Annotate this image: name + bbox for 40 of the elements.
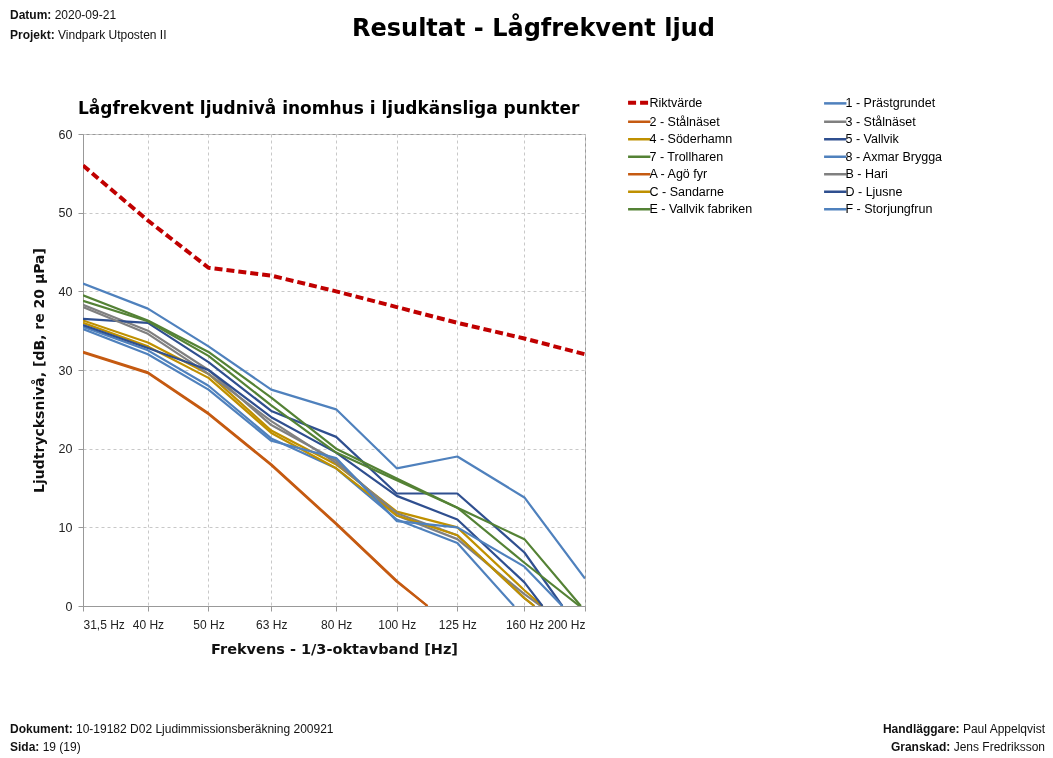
legend-label: F - Storjungfrun xyxy=(845,202,933,217)
y-axis-title: Ljudtrycksnivå, [dB, re 20 µPa] xyxy=(30,248,47,493)
y-tick-label: 40 xyxy=(58,284,73,299)
y-tick-label: 20 xyxy=(58,442,73,457)
y-tick-label: 50 xyxy=(58,206,73,221)
text: Datum: 2020-09-21 xyxy=(10,8,117,22)
x-tick-label: 200 Hz xyxy=(547,617,586,632)
legend-label: B - Hari xyxy=(845,167,888,182)
x-tick-label: 40 Hz xyxy=(132,617,165,632)
legend-label: 7 - Trollharen xyxy=(649,149,724,164)
x-tick-label: 80 Hz xyxy=(320,617,353,632)
legend-label: D - Ljusne xyxy=(845,184,903,199)
x-tick-label: 63 Hz xyxy=(256,617,288,632)
text: Projekt: Vindpark Utposten II xyxy=(10,28,167,42)
x-tick-label: 100 Hz xyxy=(378,617,417,632)
x-tick-label: 50 Hz xyxy=(193,617,225,632)
y-tick-label: 30 xyxy=(58,363,73,378)
legend-label: 4 - Söderhamn xyxy=(649,132,733,147)
x-tick-label: 31,5 Hz xyxy=(83,617,125,632)
x-axis-title: Frekvens - 1/3-oktavband [Hz] xyxy=(211,640,458,657)
text: Handläggare: Paul Appelqvist xyxy=(882,722,1045,736)
legend-label: 2 - Stålnäset xyxy=(649,114,721,129)
x-tick-label: 160 Hz xyxy=(505,617,544,632)
legend-label: C - Sandarne xyxy=(649,184,724,199)
chart-title: Resultat - Lågfrekvent ljud xyxy=(352,14,715,42)
text: Dokument: 10-19182 D02 Ljudimmissionsberäkning 200921 xyxy=(10,722,334,736)
chart-subtitle: Lågfrekvent ljudnivå inomhus i ljudkänsliga punkter xyxy=(78,98,580,118)
legend-label: A - Agö fyr xyxy=(649,167,708,182)
legend-label: 3 - Stålnäset xyxy=(845,114,917,129)
text: Granskad: Jens Fredriksson xyxy=(890,740,1045,754)
y-tick-label: 60 xyxy=(58,127,73,142)
legend-label: 8 - Axmar Brygga xyxy=(845,149,943,164)
text: Sida: 19 (19) xyxy=(10,740,81,754)
legend-label: 1 - Prästgrundet xyxy=(845,96,936,111)
x-tick-label: 125 Hz xyxy=(438,617,477,632)
legend-label: 5 - Vallvik xyxy=(845,132,900,147)
legend-label: E - Vallvik fabriken xyxy=(649,202,753,217)
y-tick-label: 0 xyxy=(65,599,73,614)
legend-label: Riktvärde xyxy=(649,95,703,110)
y-tick-label: 10 xyxy=(58,520,73,535)
